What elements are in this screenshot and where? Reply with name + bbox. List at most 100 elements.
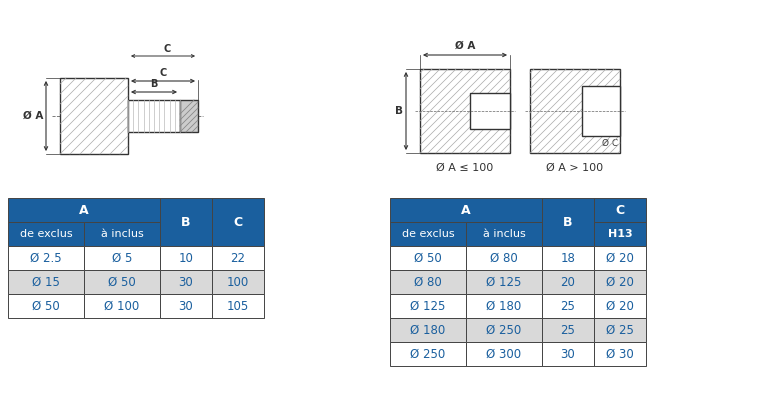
Bar (594, 198, 646, 222)
Bar (390, 222, 466, 246)
Bar (84, 270, 160, 294)
Text: 25: 25 (561, 324, 575, 337)
Bar (84, 246, 160, 270)
Text: Ø 50: Ø 50 (414, 252, 442, 265)
Bar (8, 246, 84, 270)
Text: de exclus: de exclus (20, 229, 73, 239)
Bar (542, 270, 594, 294)
Text: 105: 105 (227, 300, 249, 312)
Bar (594, 246, 646, 270)
Text: Ø 20: Ø 20 (606, 252, 634, 265)
Text: Ø A > 100: Ø A > 100 (546, 163, 604, 173)
Bar (594, 342, 646, 366)
Bar (390, 270, 466, 294)
Text: 30: 30 (178, 300, 194, 312)
Bar (390, 342, 466, 366)
Text: 30: 30 (561, 347, 575, 361)
Bar (212, 294, 264, 318)
Bar (390, 198, 542, 222)
Text: 100: 100 (227, 275, 249, 289)
Text: Ø 20: Ø 20 (606, 275, 634, 289)
Text: 10: 10 (178, 252, 194, 265)
Text: Ø 100: Ø 100 (104, 300, 140, 312)
Bar (420, 69, 510, 153)
Text: Ø 80: Ø 80 (414, 275, 442, 289)
Bar (530, 69, 620, 153)
Text: C: C (233, 215, 243, 228)
Bar (390, 318, 466, 342)
Text: Ø 50: Ø 50 (32, 300, 60, 312)
Text: Ø 2.5: Ø 2.5 (30, 252, 62, 265)
Bar (212, 270, 264, 294)
Text: C: C (615, 203, 624, 216)
Text: Ø 25: Ø 25 (606, 324, 634, 337)
Bar (128, 100, 180, 132)
Text: Ø 180: Ø 180 (410, 324, 446, 337)
Text: Ø 125: Ø 125 (487, 275, 522, 289)
Bar (212, 198, 264, 246)
Bar (390, 294, 466, 318)
Bar (8, 222, 84, 246)
Bar (8, 294, 84, 318)
Text: B: B (395, 106, 403, 116)
Text: Ø 15: Ø 15 (32, 275, 60, 289)
Bar (466, 318, 542, 342)
Bar (582, 86, 620, 136)
Bar (84, 294, 160, 318)
Bar (212, 246, 264, 270)
Bar (8, 198, 160, 222)
Text: Ø 30: Ø 30 (606, 347, 634, 361)
Text: Ø 180: Ø 180 (487, 300, 522, 312)
Text: Ø C: Ø C (602, 139, 618, 148)
Bar (466, 246, 542, 270)
Text: Ø 20: Ø 20 (606, 300, 634, 312)
Bar (160, 246, 212, 270)
Text: Ø A: Ø A (23, 111, 43, 121)
Text: 18: 18 (561, 252, 575, 265)
Bar (542, 318, 594, 342)
Text: B: B (150, 79, 158, 89)
Bar (594, 294, 646, 318)
Text: Ø 80: Ø 80 (490, 252, 518, 265)
Bar (466, 342, 542, 366)
Text: B: B (563, 215, 573, 228)
Bar (8, 270, 84, 294)
Text: à inclus: à inclus (483, 229, 526, 239)
Bar (60, 78, 128, 154)
Text: B: B (181, 215, 190, 228)
Bar (180, 100, 198, 132)
Bar (542, 198, 594, 246)
Text: 30: 30 (178, 275, 194, 289)
Text: Ø 5: Ø 5 (112, 252, 132, 265)
Bar (542, 246, 594, 270)
Bar (542, 294, 594, 318)
Bar (84, 222, 160, 246)
Bar (466, 294, 542, 318)
Text: Ø 250: Ø 250 (410, 347, 446, 361)
Text: Ø 250: Ø 250 (487, 324, 522, 337)
Text: H13: H13 (607, 229, 633, 239)
Bar (470, 93, 510, 129)
Text: Ø 300: Ø 300 (487, 347, 522, 361)
Text: 25: 25 (561, 300, 575, 312)
Text: Ø 50: Ø 50 (108, 275, 136, 289)
Text: 20: 20 (561, 275, 575, 289)
Text: C: C (164, 44, 171, 54)
Bar (390, 246, 466, 270)
Bar (160, 294, 212, 318)
Bar (160, 198, 212, 246)
Bar (594, 222, 646, 246)
Text: de exclus: de exclus (402, 229, 454, 239)
Text: C: C (159, 68, 167, 78)
Bar (466, 222, 542, 246)
Bar (542, 342, 594, 366)
Bar (466, 270, 542, 294)
Text: 22: 22 (230, 252, 246, 265)
Text: Ø 125: Ø 125 (410, 300, 446, 312)
Bar (594, 270, 646, 294)
Text: Ø A ≤ 100: Ø A ≤ 100 (436, 163, 493, 173)
Text: A: A (80, 203, 89, 216)
Text: à inclus: à inclus (101, 229, 143, 239)
Bar (160, 270, 212, 294)
Text: Ø A: Ø A (455, 41, 475, 51)
